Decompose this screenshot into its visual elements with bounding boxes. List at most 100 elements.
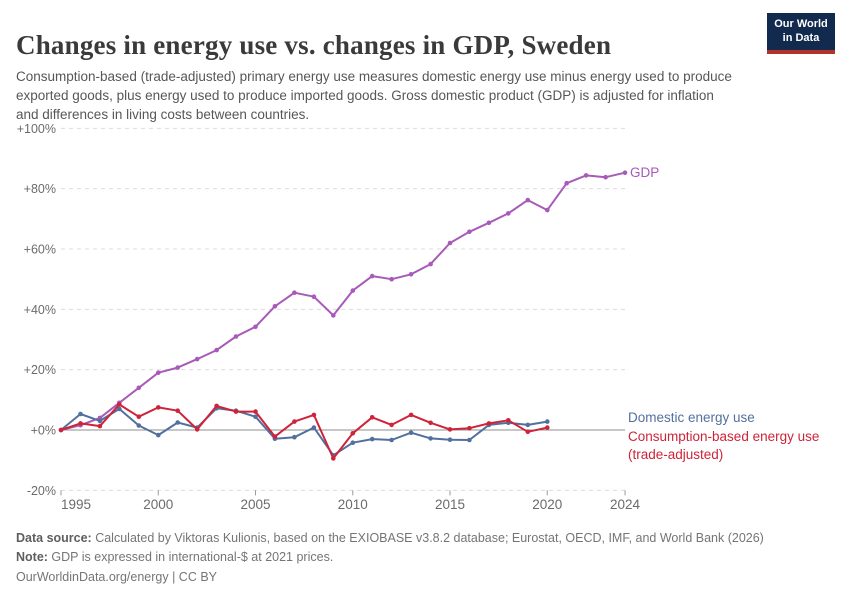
gdp-point[interactable] <box>467 229 472 235</box>
gdp-point[interactable] <box>428 261 433 267</box>
domestic-energy-use-point[interactable] <box>389 437 394 443</box>
consumption-based-energy-use-trade-adjusted-point[interactable] <box>506 418 511 423</box>
gdp-point[interactable] <box>525 197 531 203</box>
gdp-point[interactable] <box>350 288 356 293</box>
consumption-based-energy-use-trade-adjusted-point[interactable] <box>272 434 278 439</box>
gdp-point[interactable] <box>545 207 550 213</box>
domestic-energy-use-point[interactable] <box>136 423 142 428</box>
consumption-based-energy-use-trade-adjusted-point[interactable] <box>58 427 64 433</box>
domestic-energy-use-line[interactable] <box>60 407 549 457</box>
consumption-based-energy-use-trade-adjusted-point[interactable] <box>350 431 356 436</box>
consumption-based-energy-use-trade-adjusted-point[interactable] <box>389 422 394 428</box>
gdp-point[interactable] <box>506 211 511 216</box>
consumption-based-energy-use-trade-adjusted-point[interactable] <box>253 409 258 414</box>
domestic-energy-use-point[interactable] <box>350 440 356 446</box>
consumption-based-energy-use-trade-adjusted-point[interactable] <box>194 427 200 432</box>
consumption-based-energy-use-trade-adjusted-point[interactable] <box>292 419 297 424</box>
consumption-based-energy-use-trade-adjusted-point[interactable] <box>428 420 433 426</box>
consumption-based-energy-use-trade-adjusted-point[interactable] <box>78 421 83 426</box>
x-axis-tick-label: 2005 <box>240 497 270 512</box>
gdp-point[interactable] <box>136 385 142 391</box>
domestic-energy-use-point[interactable] <box>97 418 103 424</box>
consumption-based-energy-use-trade-adjusted-point[interactable] <box>447 427 453 432</box>
domestic-energy-use-point[interactable] <box>369 436 375 442</box>
domestic-energy-use-point[interactable] <box>525 422 531 428</box>
footer-data-source-text: Calculated by Viktoras Kulionis, based o… <box>91 531 764 545</box>
consumption-based-energy-use-trade-adjusted-point[interactable] <box>525 429 531 435</box>
y-axis-tick-label: -20% <box>27 484 56 498</box>
domestic-energy-use-point[interactable] <box>447 437 453 443</box>
gdp-point[interactable] <box>331 313 336 318</box>
footer-data-source: Data source: Calculated by Viktoras Kuli… <box>16 529 826 548</box>
legend-gdp[interactable]: GDP <box>630 165 660 180</box>
owid-logo-line1: Our World <box>774 18 828 31</box>
gdp-point[interactable] <box>486 220 492 226</box>
footer-link[interactable]: OurWorldinData.org/energy | CC BY <box>16 569 218 584</box>
gdp-point[interactable] <box>447 240 453 246</box>
domestic-energy-use-point[interactable] <box>78 411 83 417</box>
consumption-based-energy-use-trade-adjusted-point[interactable] <box>214 403 219 409</box>
domestic-energy-use-point[interactable] <box>545 419 550 424</box>
gdp-point[interactable] <box>253 324 258 330</box>
gdp-point[interactable] <box>622 170 628 175</box>
gdp-point[interactable] <box>175 365 180 370</box>
gdp-point[interactable] <box>194 356 200 362</box>
consumption-based-energy-use-trade-adjusted-point[interactable] <box>545 425 550 430</box>
owid-logo-line2: in Data <box>782 31 820 44</box>
gdp-point[interactable] <box>156 370 161 376</box>
domestic-energy-use-point[interactable] <box>428 436 433 441</box>
gdp-point[interactable] <box>292 290 297 296</box>
consumption-based-energy-use-trade-adjusted-point[interactable] <box>369 415 375 420</box>
consumption-based-energy-use-trade-adjusted-line[interactable] <box>60 403 549 460</box>
consumption-based-energy-use-trade-adjusted-point[interactable] <box>486 421 492 426</box>
consumption-based-energy-use-trade-adjusted-point[interactable] <box>233 409 239 414</box>
consumption-based-energy-use-trade-adjusted-point[interactable] <box>97 423 103 429</box>
domestic-energy-use-point[interactable] <box>156 432 161 438</box>
consumption-based-energy-use-trade-adjusted-point[interactable] <box>408 412 414 418</box>
page-title: Changes in energy use vs. changes in GDP… <box>16 30 612 61</box>
y-axis-tick-label: +60% <box>24 242 56 256</box>
gdp-point[interactable] <box>408 272 414 277</box>
gdp-line[interactable] <box>60 171 626 431</box>
legend-domestic-energy-use[interactable]: Domestic energy use <box>628 410 755 425</box>
y-axis-tick-label: +0% <box>31 424 56 438</box>
gdp-point[interactable] <box>233 334 239 339</box>
legend-consumption-based-energy-use[interactable]: Consumption-based energy use (trade-adju… <box>628 428 848 463</box>
domestic-energy-use-point[interactable] <box>117 406 122 412</box>
consumption-based-energy-use-trade-adjusted-point[interactable] <box>136 414 142 420</box>
footer-note: Note: GDP is expressed in international-… <box>16 548 826 567</box>
consumption-based-energy-use-trade-adjusted-point[interactable] <box>331 456 336 461</box>
domestic-energy-use-point[interactable] <box>467 437 472 443</box>
y-axis-tick-label: +20% <box>24 363 56 377</box>
consumption-based-energy-use-trade-adjusted-point[interactable] <box>175 408 180 414</box>
gdp-point[interactable] <box>564 180 569 186</box>
y-axis-tick-label: +100% <box>17 122 56 136</box>
gdp-point[interactable] <box>603 174 608 180</box>
domestic-energy-use-point[interactable] <box>311 425 317 430</box>
x-axis-tick-label: 2020 <box>532 497 562 512</box>
gdp-point[interactable] <box>214 347 219 353</box>
gdp-point[interactable] <box>369 273 375 279</box>
domestic-energy-use-point[interactable] <box>175 420 180 425</box>
gdp-point[interactable] <box>389 276 394 282</box>
consumption-based-energy-use-trade-adjusted-point[interactable] <box>156 405 161 410</box>
consumption-based-energy-use-trade-adjusted-point[interactable] <box>311 412 317 418</box>
domestic-energy-use-point[interactable] <box>292 434 297 440</box>
owid-logo[interactable]: Our World in Data <box>767 13 835 54</box>
gdp-point[interactable] <box>311 294 317 300</box>
footer-note-label: Note: <box>16 550 48 565</box>
consumption-based-energy-use-trade-adjusted-point[interactable] <box>467 425 472 431</box>
domestic-energy-use-point[interactable] <box>408 430 414 436</box>
legend-consumption-line2: (trade-adjusted) <box>628 446 724 462</box>
y-axis-tick-label: +80% <box>24 182 56 196</box>
domestic-energy-use-point[interactable] <box>253 414 258 420</box>
x-axis-tick-label: 2015 <box>435 497 465 512</box>
legend-consumption-line1: Consumption-based energy use <box>628 429 820 444</box>
gdp-point[interactable] <box>583 173 589 178</box>
x-axis-tick-label: 2010 <box>338 497 368 512</box>
gdp-point[interactable] <box>272 304 278 309</box>
footer-data-source-label: Data source: <box>16 531 92 545</box>
consumption-based-energy-use-trade-adjusted-point[interactable] <box>117 402 122 407</box>
